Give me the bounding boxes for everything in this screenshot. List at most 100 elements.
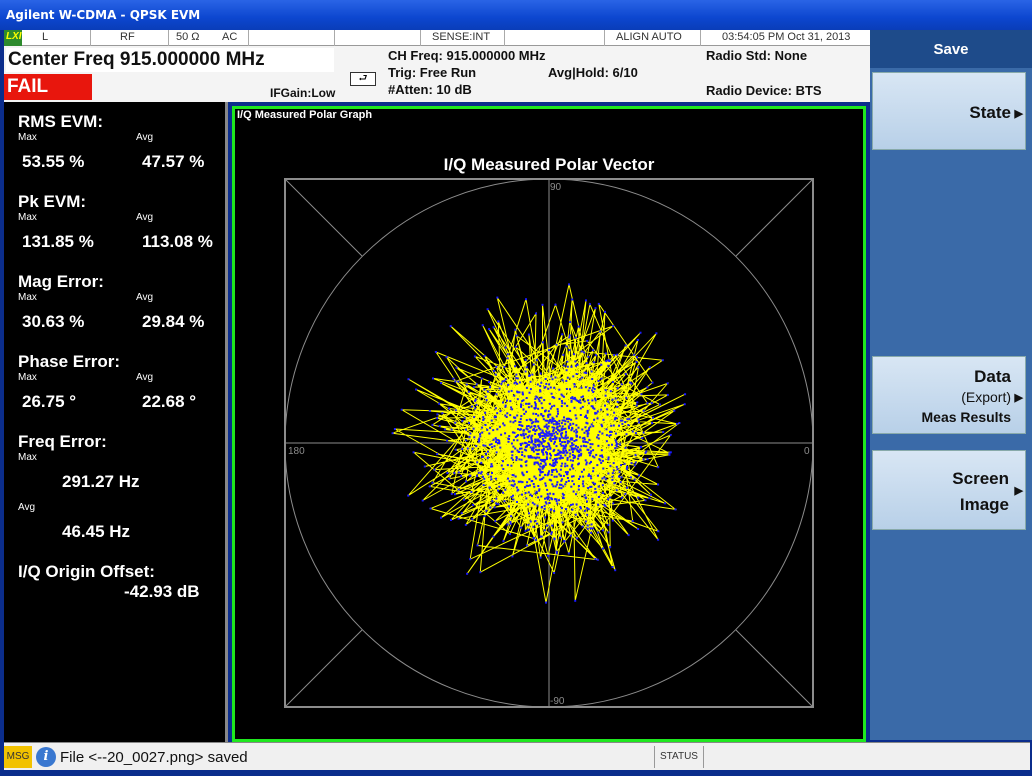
symbol-point [598, 430, 601, 433]
symbol-point [536, 449, 539, 452]
symbol-point [564, 483, 567, 486]
symbol-point [600, 363, 603, 366]
symbol-point [585, 445, 588, 448]
symbol-point [581, 437, 584, 440]
symbol-point [544, 378, 547, 380]
symbol-point [495, 451, 498, 454]
symbol-point [593, 407, 596, 410]
symbol-point [540, 431, 543, 434]
symbol-point [559, 438, 561, 441]
symbol-point [620, 464, 622, 467]
symbol-point [587, 474, 590, 477]
symbol-point [538, 427, 541, 430]
symbol-point [548, 402, 551, 405]
symbol-point [611, 443, 613, 446]
msg-button[interactable]: MSG [4, 746, 32, 768]
symbol-point [445, 356, 448, 359]
status-button[interactable]: STATUS [654, 746, 704, 768]
symbol-point [479, 435, 482, 438]
symbol-point [519, 442, 522, 445]
symbol-point [485, 399, 488, 402]
symbol-point [525, 470, 528, 473]
center-freq[interactable]: Center Freq 915.000000 MHz [6, 48, 334, 72]
symbol-point [528, 434, 531, 437]
symbol-point [594, 397, 596, 400]
symbol-point [609, 434, 612, 436]
symbol-point [454, 380, 457, 383]
symbol-point [516, 377, 519, 380]
symbol-point [559, 450, 562, 453]
symbol-point [556, 470, 558, 473]
symbol-point [584, 441, 587, 443]
symbol-point [555, 420, 558, 423]
symbol-point [636, 401, 639, 404]
symbol-point [560, 479, 563, 482]
symbol-point [516, 390, 519, 393]
symbol-point [429, 507, 432, 510]
symbol-point [563, 364, 566, 367]
symbol-point [569, 422, 572, 425]
symbol-point [532, 483, 535, 485]
symbol-point [553, 386, 556, 389]
pk-evm-label: Pk EVM: [18, 192, 87, 211]
symbol-point [539, 372, 542, 375]
symbol-point [586, 417, 589, 420]
symbol-point [550, 392, 553, 395]
symbol-point [568, 336, 571, 339]
symbol-point [586, 524, 589, 527]
symbol-point [585, 299, 587, 302]
symbol-point [532, 525, 535, 528]
symbol-point [486, 390, 489, 393]
symbol-point [562, 485, 565, 488]
symbol-point [494, 520, 497, 523]
symbol-point [558, 486, 561, 489]
symbol-point [557, 412, 559, 415]
symbol-point [557, 453, 560, 456]
symbol-point [556, 426, 559, 429]
symbol-point [652, 416, 654, 419]
symbol-point [511, 431, 514, 434]
symbol-point [546, 493, 549, 496]
divider [420, 30, 421, 46]
status-message: File <--20_0027.png> saved [60, 749, 248, 766]
symbol-point [512, 474, 515, 477]
symbol-point [448, 477, 451, 480]
symbol-point [552, 485, 555, 488]
symbol-point [634, 432, 637, 435]
symbol-point [618, 475, 620, 478]
symbol-point [500, 382, 503, 385]
symbol-point [570, 418, 573, 421]
impedance-indicator: 50 Ω [176, 31, 200, 43]
symbol-point [587, 402, 590, 405]
symbol-point [577, 455, 580, 458]
symbol-point [557, 428, 559, 431]
symbol-point [639, 331, 642, 334]
symbol-point [490, 419, 493, 422]
symbol-point [561, 436, 564, 439]
state-softkey[interactable]: State ▶ [872, 72, 1026, 150]
symbol-point [591, 389, 594, 392]
symbol-point [476, 461, 479, 464]
data-export-softkey[interactable]: Data (Export) ▶ Meas Results [872, 356, 1026, 434]
symbol-point [529, 484, 531, 487]
rf-indicator: RF [120, 31, 135, 43]
symbol-point [612, 325, 615, 327]
symbol-point [539, 440, 542, 443]
phase-error-avg: 22.68 ° [142, 392, 197, 411]
symbol-point [532, 428, 535, 431]
polar-graph-panel[interactable]: I/Q Measured Polar Graph I/Q Measured Po… [232, 106, 866, 742]
symbol-point [415, 388, 417, 391]
symbol-point [484, 411, 487, 414]
symbol-point [510, 450, 513, 453]
symbol-point [506, 399, 508, 402]
symbol-point [573, 396, 576, 399]
angle-label-bottom: -90 [550, 696, 565, 707]
symbol-point [549, 386, 552, 389]
symbol-point [538, 400, 541, 403]
screen-image-softkey[interactable]: Screen Image ▶ [872, 450, 1026, 530]
symbol-point [646, 402, 649, 405]
symbol-point [558, 473, 561, 476]
symbol-point [604, 404, 606, 407]
symbol-point [561, 441, 564, 444]
symbol-point [589, 527, 592, 530]
